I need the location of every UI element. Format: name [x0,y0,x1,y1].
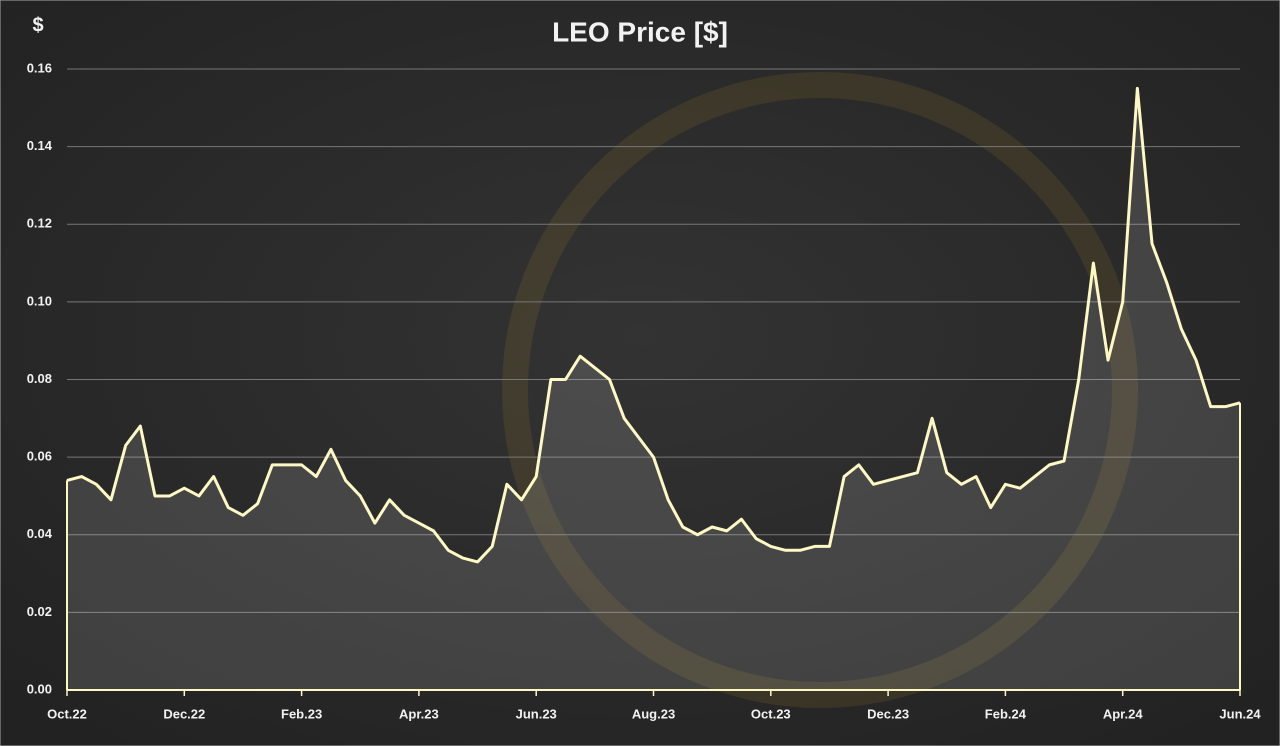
y-tick-label: 0.00 [27,681,52,696]
y-axis-label: $ [32,14,43,36]
x-tick-label: Dec.23 [867,706,909,721]
y-tick-label: 0.06 [27,449,52,464]
y-tick-label: 0.10 [27,293,52,308]
y-tick-label: 0.08 [27,371,52,386]
chart-title: LEO Price [$] [552,16,728,47]
y-tick-label: 0.14 [27,138,53,153]
x-tick-label: Feb.23 [281,706,322,721]
x-tick-label: Aug.23 [632,706,675,721]
area [67,88,1240,690]
x-tick-label: Apr.24 [1103,706,1144,721]
x-tick-label: Oct.23 [751,706,791,721]
x-tick-label: Dec.22 [163,706,205,721]
x-tick-label: Jun.23 [516,706,557,721]
watermark [502,72,1138,708]
y-tick-label: 0.02 [27,604,52,619]
line [66,86,1241,564]
y-tick-label: 0.16 [27,60,52,75]
x-tick-label: Apr.23 [399,706,439,721]
y-tick-label: 0.12 [27,216,52,231]
x-tick-label: Jun.24 [1219,706,1261,721]
y-tick-label: 0.04 [27,526,53,541]
x-tick-label: Oct.22 [47,706,87,721]
x-tick-label: Feb.24 [985,706,1027,721]
